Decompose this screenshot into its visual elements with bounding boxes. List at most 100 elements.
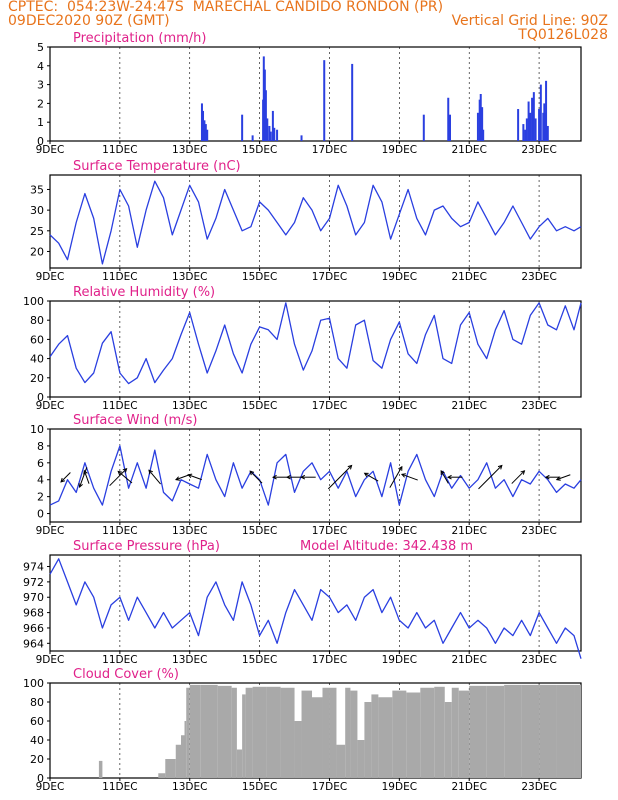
- precip-bar: [351, 63, 354, 141]
- header-grid-line: Vertical Grid Line: 90Z: [451, 13, 608, 29]
- precip-bar: [447, 122, 450, 141]
- x-tick-label: 11DEC: [102, 781, 137, 793]
- x-date-labels: 9DEC 11DEC 13DEC 15DEC 17DEC 19DEC 21DEC 23DEC: [36, 778, 557, 793]
- x-tick-label: 13DEC: [172, 400, 207, 412]
- precip-bar: [482, 129, 485, 141]
- cloud-bar: [345, 687, 351, 778]
- precip-bar: [543, 103, 546, 141]
- y-tick-label: 35: [30, 183, 44, 196]
- x-tick-label: 17DEC: [312, 781, 347, 793]
- y-tick-label: 80: [30, 696, 44, 709]
- x-tick-label: 15DEC: [242, 271, 277, 283]
- cloud-bar: [186, 687, 190, 778]
- cloud-bar: [184, 721, 187, 778]
- x-tick-label: 13DEC: [172, 144, 207, 156]
- wind-arrow-head: [555, 476, 561, 481]
- y-ticks: 0 2 4 6 8 10: [30, 423, 50, 521]
- x-tick-label: 23DEC: [521, 654, 556, 666]
- y-tick-label: 60: [30, 333, 44, 346]
- panel-temperature: 20 25 30 35 9DEC 11DEC 13DEC 15DEC 17DEC 19DEC 21D…: [30, 159, 582, 283]
- wind-arrow-head: [347, 464, 353, 470]
- precip-bar: [323, 60, 326, 141]
- y-tick-label: 970: [23, 591, 44, 604]
- cloud-bar: [364, 702, 372, 778]
- x-tick-label: 15DEC: [242, 654, 277, 666]
- precip-bar: [263, 69, 266, 141]
- wind-arrow-head: [60, 477, 66, 483]
- x-date-labels: 9DEC 11DEC 13DEC 15DEC 17DEC 19DEC 21DEC 23DEC: [36, 397, 557, 412]
- cloud-bar: [329, 687, 337, 778]
- y-tick-label: 60: [30, 715, 44, 728]
- x-tick-label: 21DEC: [451, 781, 486, 793]
- panel-cloud: 0 20 40 60 80 100 9DEC 11DEC 13DEC 15DEC 17DEC 19DE…: [23, 667, 582, 793]
- cloud-bar: [301, 690, 313, 778]
- cloud-bar: [245, 687, 253, 778]
- vertical-grid: [119, 301, 540, 397]
- wind-arrows: [60, 464, 571, 490]
- cloud-bar: [378, 697, 393, 778]
- precip-bar: [202, 110, 205, 141]
- wind-arrow: [148, 469, 161, 485]
- y-tick-label: 0: [37, 772, 44, 785]
- x-tick-label: 23DEC: [521, 781, 556, 793]
- x-tick-label: 11DEC: [102, 525, 137, 537]
- cloud-bar: [521, 684, 540, 778]
- panel-precipitation: 0 1 2 3 4 5 9DEC 11DEC 13DEC 15DEC 17DEC 19DEC 21DEC…: [36, 31, 582, 156]
- precip-bar: [534, 118, 537, 141]
- x-tick-label: 13DEC: [172, 781, 207, 793]
- cloud-bar: [165, 759, 176, 778]
- x-tick-label: 23DEC: [521, 400, 556, 412]
- cloud-bar: [217, 685, 232, 778]
- x-tick-label: 9DEC: [36, 400, 65, 412]
- precip-bar: [527, 101, 530, 141]
- cloud-bar: [539, 684, 557, 778]
- wind-arrow-head: [363, 472, 369, 477]
- x-tick-label: 21DEC: [451, 654, 486, 666]
- x-tick-label: 19DEC: [382, 144, 417, 156]
- x-tick-label: 17DEC: [312, 654, 347, 666]
- precip-bar: [545, 80, 548, 141]
- cloud-bar: [458, 690, 470, 778]
- cloud-bar: [231, 687, 237, 778]
- y-tick-label: 10: [30, 423, 44, 436]
- wind-arrow-head: [285, 474, 291, 480]
- precip-bar: [542, 112, 545, 141]
- y-ticks: 0 20 40 60 80 100: [23, 295, 50, 404]
- wind-arrow-head: [300, 474, 306, 480]
- vertical-grid: [119, 47, 540, 141]
- vertical-grid: [119, 555, 540, 651]
- y-ticks: 20 25 30 35: [30, 183, 50, 258]
- wind-arrow: [83, 470, 90, 484]
- wind-arrow: [109, 468, 127, 487]
- x-tick-label: 11DEC: [102, 271, 137, 283]
- y-tick-label: 2: [37, 97, 44, 110]
- precip-bar: [476, 112, 479, 141]
- y-tick-label: 20: [30, 245, 44, 258]
- y-tick-label: 80: [30, 314, 44, 327]
- series-wind: [49, 445, 582, 506]
- wind-arrow-head: [117, 470, 123, 476]
- y-tick-label: 966: [23, 622, 44, 635]
- x-tick-label: 17DEC: [312, 144, 347, 156]
- precip-bar: [539, 84, 542, 141]
- precip-bar: [200, 103, 203, 141]
- wind-arrow-head: [544, 474, 550, 480]
- y-tick-label: 40: [30, 353, 44, 366]
- y-tick-label: 40: [30, 734, 44, 747]
- precip-bar: [517, 109, 520, 141]
- wind-arrow-head: [187, 473, 193, 479]
- y-tick-label: 4: [37, 60, 44, 73]
- x-tick-label: 23DEC: [521, 271, 556, 283]
- precip-bar: [525, 118, 528, 141]
- y-ticks: 0 20 40 60 80 100: [23, 677, 50, 785]
- precip-bar: [479, 94, 482, 141]
- wind-arrow-head: [148, 469, 153, 475]
- y-tick-label: 100: [23, 677, 44, 690]
- panel-pressure: 964 966 968 970 972 974 9DEC 11DEC 13DEC 15DEC 17D…: [23, 539, 582, 666]
- x-date-labels: 9DEC 11DEC 13DEC 15DEC 17DEC 19DEC 21DEC 23DEC: [36, 522, 557, 537]
- humidity-line: [49, 302, 582, 385]
- precip-bar: [448, 114, 451, 141]
- cloud-bar: [98, 760, 103, 778]
- y-tick-label: 964: [23, 637, 44, 650]
- x-tick-label: 19DEC: [382, 400, 417, 412]
